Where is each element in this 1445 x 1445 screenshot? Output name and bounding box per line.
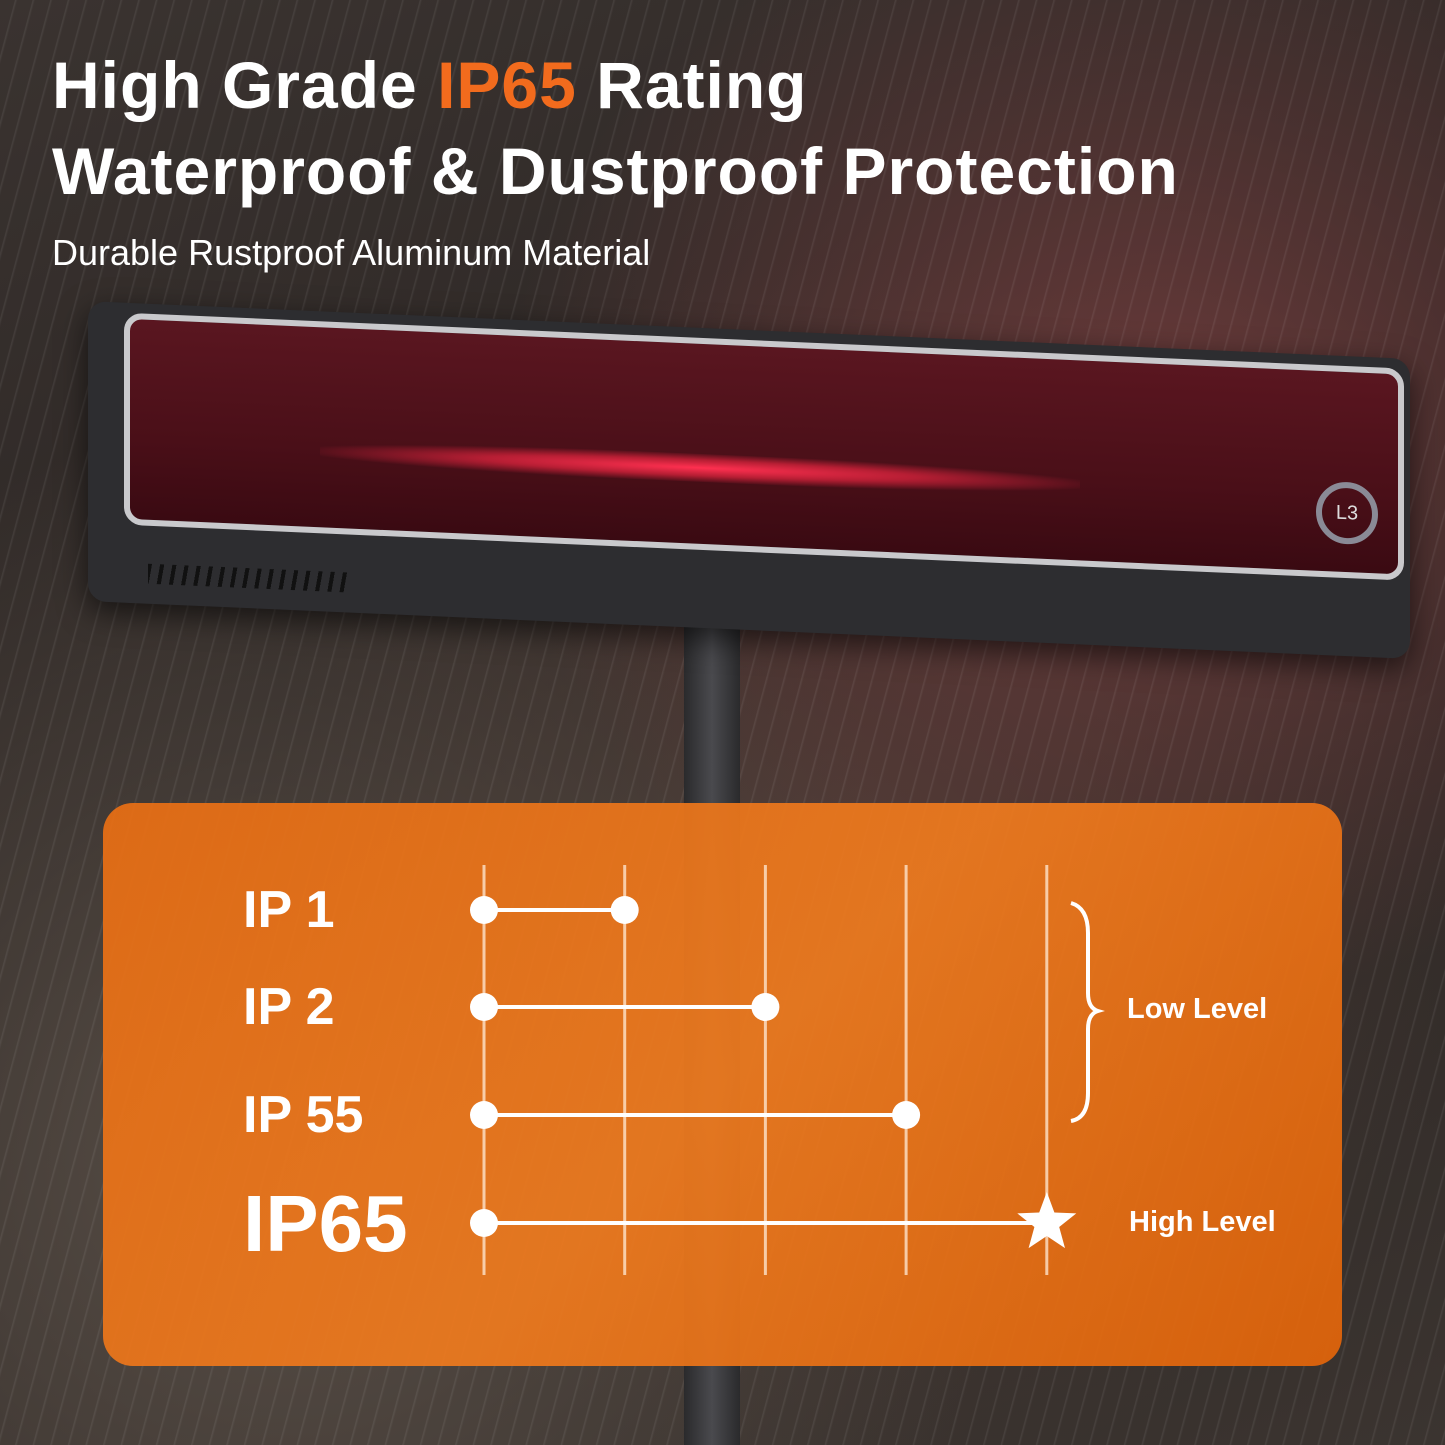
start-dot [470,993,498,1021]
headline-line2: Waterproof & Dustproof Protection [52,134,1179,208]
category-label: IP65 [243,1179,408,1268]
heater-button-label: L3 [1335,501,1359,525]
heating-element-glow [320,437,1080,499]
start-dot [470,1209,498,1237]
end-dot [751,993,780,1021]
headline-line1: High Grade IP65 Rating [52,42,1179,128]
start-dot [470,896,498,924]
end-dot [610,896,639,924]
brace-icon [1070,901,1105,1123]
headline: High Grade IP65 Rating Waterproof & Dust… [52,42,1179,214]
category-label: IP 2 [243,978,335,1036]
headline-highlight: IP65 [437,48,577,122]
heater-image: L3 [88,301,1410,659]
star-icon [1017,1192,1077,1249]
heater-button: L3 [1316,480,1378,546]
heater-glass: L3 [124,312,1404,581]
headline-text: Rating [576,48,808,122]
subtitle: Durable Rustproof Aluminum Material [52,232,651,273]
group-label-low: Low Level [1127,993,1268,1025]
headline-text: High Grade [52,48,438,122]
category-label: IP 55 [243,1086,364,1144]
end-dot [892,1101,921,1129]
category-label: IP 1 [243,881,335,939]
ip-rating-chart [470,865,1105,1275]
ip-rating-panel: IP 1 IP 2 IP 55 IP65 Low Level High Level [103,803,1342,1366]
start-dot [470,1101,498,1129]
vents [148,563,348,593]
group-label-high: High Level [1129,1206,1276,1238]
